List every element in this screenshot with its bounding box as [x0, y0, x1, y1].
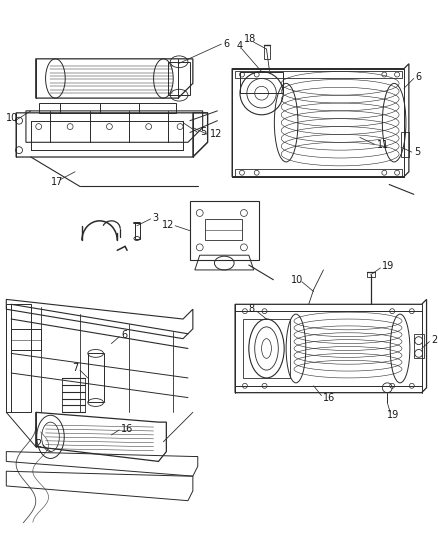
Bar: [264, 45, 270, 59]
Text: 2: 2: [35, 439, 41, 449]
Text: 6: 6: [121, 330, 127, 340]
Text: 3: 3: [152, 213, 159, 223]
Text: 6: 6: [416, 71, 422, 82]
Text: 4: 4: [237, 41, 243, 51]
Text: 2: 2: [431, 335, 438, 345]
Bar: [39, 103, 176, 113]
Text: 11: 11: [377, 140, 389, 150]
Bar: [168, 62, 190, 95]
Bar: [240, 71, 283, 93]
Bar: [235, 169, 402, 176]
Bar: [135, 223, 140, 238]
Bar: [235, 70, 402, 78]
Text: 7: 7: [72, 363, 78, 373]
Text: 19: 19: [382, 261, 395, 271]
Text: 5: 5: [414, 147, 420, 157]
Text: 16: 16: [323, 393, 336, 402]
Text: 19: 19: [387, 410, 399, 420]
Bar: [11, 329, 41, 351]
Bar: [414, 334, 424, 358]
Bar: [401, 133, 409, 157]
Text: 18: 18: [244, 34, 256, 44]
Text: 17: 17: [50, 176, 63, 187]
Text: 10: 10: [291, 274, 303, 285]
Text: 12: 12: [162, 220, 175, 230]
Text: 8: 8: [249, 304, 255, 314]
Bar: [190, 201, 259, 260]
Text: 16: 16: [121, 424, 134, 434]
Bar: [367, 272, 374, 277]
Bar: [243, 319, 290, 378]
Text: 6: 6: [223, 39, 230, 49]
Text: 12: 12: [209, 130, 222, 140]
Text: 10: 10: [6, 113, 18, 123]
Bar: [88, 353, 103, 402]
Bar: [205, 219, 242, 240]
Text: 5: 5: [200, 127, 206, 138]
